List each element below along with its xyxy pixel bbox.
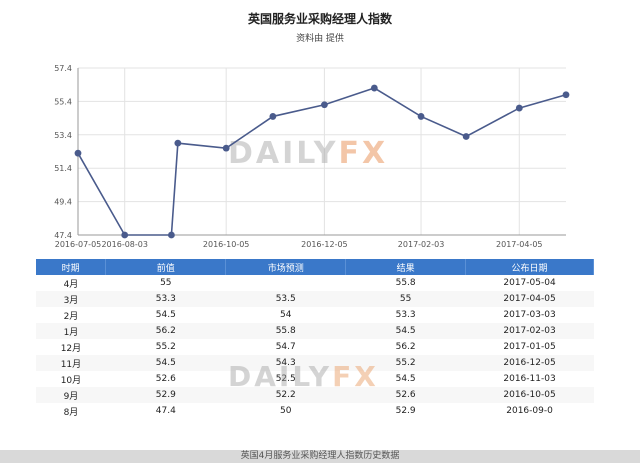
data-point bbox=[269, 113, 277, 120]
table-row: 2月 54.5 54 53.3 2017-03-03 bbox=[36, 307, 594, 323]
data-point bbox=[74, 149, 82, 157]
cell-actual: 53.3 bbox=[395, 310, 416, 320]
cell-forecast: 55.8 bbox=[225, 323, 346, 339]
table-row: 8月 47.4 50 52.9 2016-09-0 bbox=[36, 403, 594, 419]
dailyfx-watermark-chart: DAILYFX bbox=[228, 136, 388, 171]
y-tick-label: 51.4 bbox=[54, 164, 72, 173]
data-point bbox=[168, 231, 175, 239]
dailyfx-watermark-table: DAILYFX bbox=[228, 360, 379, 393]
cell-forecast: 54.7 bbox=[275, 342, 296, 352]
cell-period: 11月 bbox=[36, 355, 106, 371]
data-point bbox=[370, 84, 378, 92]
x-tick-label: 2016-07-05 bbox=[55, 240, 102, 249]
cell-release-date: 2017-03-03 bbox=[503, 310, 556, 320]
data-point bbox=[515, 104, 523, 112]
table-row: 1月 56.2 55.8 54.5 2017-02-03 bbox=[36, 323, 594, 339]
cell-period: 3月 bbox=[36, 291, 106, 307]
y-tick-label: 49.4 bbox=[54, 198, 72, 207]
cell-period: 12月 bbox=[60, 343, 82, 354]
cell-release-date: 2016-12-05 bbox=[465, 355, 594, 371]
x-tick-label: 2017-02-03 bbox=[398, 240, 445, 249]
cell-previous: 54.5 bbox=[155, 310, 176, 320]
cell-release-date: 2017-04-05 bbox=[465, 291, 594, 307]
cell-forecast bbox=[226, 275, 346, 291]
cell-forecast: 52.5 bbox=[275, 374, 296, 384]
data-point bbox=[562, 91, 570, 99]
table-row: 3月 53.3 53.5 55 2017-04-05 bbox=[36, 291, 594, 307]
cell-actual: 56.2 bbox=[395, 342, 416, 352]
cell-release-date: 2016-09-0 bbox=[506, 406, 553, 416]
table-row: 10月 52.6 52.5 54.5 2016-11-03 bbox=[36, 371, 594, 387]
cell-previous: 52.9 bbox=[105, 387, 226, 403]
cell-forecast: 54.3 bbox=[225, 355, 346, 371]
cell-release-date: 2017-02-03 bbox=[465, 323, 594, 339]
table-row: 12月 55.2 54.7 56.2 2017-01-05 bbox=[36, 339, 594, 355]
cell-previous: 52.6 bbox=[155, 374, 176, 384]
table-row: 4月 55 55.8 2017-05-04 bbox=[36, 275, 594, 291]
cell-period: 10月 bbox=[60, 375, 82, 386]
cell-forecast: 53.5 bbox=[225, 291, 346, 307]
data-point bbox=[222, 144, 230, 152]
cell-forecast: 52.2 bbox=[225, 387, 346, 403]
data-point bbox=[174, 139, 182, 147]
series-line bbox=[77, 87, 567, 236]
cell-forecast: 50 bbox=[279, 406, 292, 416]
cell-actual: 55.2 bbox=[345, 355, 466, 371]
cell-release-date: 2017-05-04 bbox=[503, 278, 556, 288]
cell-period: 9月 bbox=[36, 387, 106, 403]
cell-period: 4月 bbox=[63, 279, 79, 290]
x-tick-label: 2016-12-05 bbox=[301, 240, 348, 249]
y-tick-label: 47.4 bbox=[54, 231, 72, 240]
footer-caption: 英国4月服务业采购经理人指数历史数据 bbox=[0, 450, 640, 463]
cell-actual: 55.8 bbox=[395, 278, 416, 288]
data-point bbox=[462, 133, 470, 140]
cell-previous: 53.3 bbox=[105, 291, 226, 307]
y-tick-label: 53.4 bbox=[54, 131, 72, 140]
cell-previous: 55.2 bbox=[155, 342, 176, 352]
column-header-actual: 结果 bbox=[345, 259, 467, 275]
cell-actual: 54.5 bbox=[395, 374, 416, 384]
cell-period: 1月 bbox=[36, 323, 106, 339]
cell-forecast: 54 bbox=[279, 310, 292, 320]
cell-previous: 56.2 bbox=[105, 323, 226, 339]
chart-title: 英国服务业采购经理人指数 bbox=[247, 12, 392, 26]
cell-actual: 52.6 bbox=[345, 387, 466, 403]
cell-release-date: 2016-10-05 bbox=[465, 387, 594, 403]
x-tick-label: 2017-04-05 bbox=[496, 240, 543, 249]
data-point bbox=[417, 113, 425, 120]
data-point bbox=[121, 231, 129, 239]
x-tick-label: 2016-08-03 bbox=[101, 240, 148, 249]
column-header-release-date: 公布日期 bbox=[465, 259, 594, 275]
history-table: 时期 前值 市场预测 结果 公布日期 4月 55 55.8 2017-05-04 3月 5… bbox=[36, 259, 594, 419]
column-header-previous: 前值 bbox=[105, 259, 227, 275]
table-header-row: 时期 前值 市场预测 结果 公布日期 bbox=[36, 259, 594, 275]
cell-previous: 55 bbox=[160, 278, 172, 288]
table-row: 9月 52.9 52.2 52.6 2016-10-05 bbox=[36, 387, 594, 403]
cell-actual: 52.9 bbox=[395, 406, 416, 416]
column-header-period: 时期 bbox=[36, 259, 107, 275]
y-tick-label: 55.4 bbox=[54, 97, 72, 106]
data-point bbox=[321, 101, 328, 109]
cell-actual: 54.5 bbox=[345, 323, 466, 339]
table-row: 11月 54.5 54.3 55.2 2016-12-05 bbox=[36, 355, 594, 371]
chart-subtitle: 资料由 提供 bbox=[296, 34, 344, 44]
cell-actual: 55 bbox=[345, 291, 466, 307]
cell-previous: 47.4 bbox=[155, 406, 176, 416]
cell-period: 2月 bbox=[63, 311, 79, 322]
cell-release-date: 2017-01-05 bbox=[503, 342, 556, 352]
x-tick-label: 2016-10-05 bbox=[203, 240, 250, 249]
cell-release-date: 2016-11-03 bbox=[503, 374, 556, 384]
y-tick-label: 57.4 bbox=[54, 64, 72, 73]
column-header-forecast: 市场预测 bbox=[225, 259, 347, 275]
cell-previous: 54.5 bbox=[105, 355, 226, 371]
cell-period: 8月 bbox=[63, 407, 79, 418]
